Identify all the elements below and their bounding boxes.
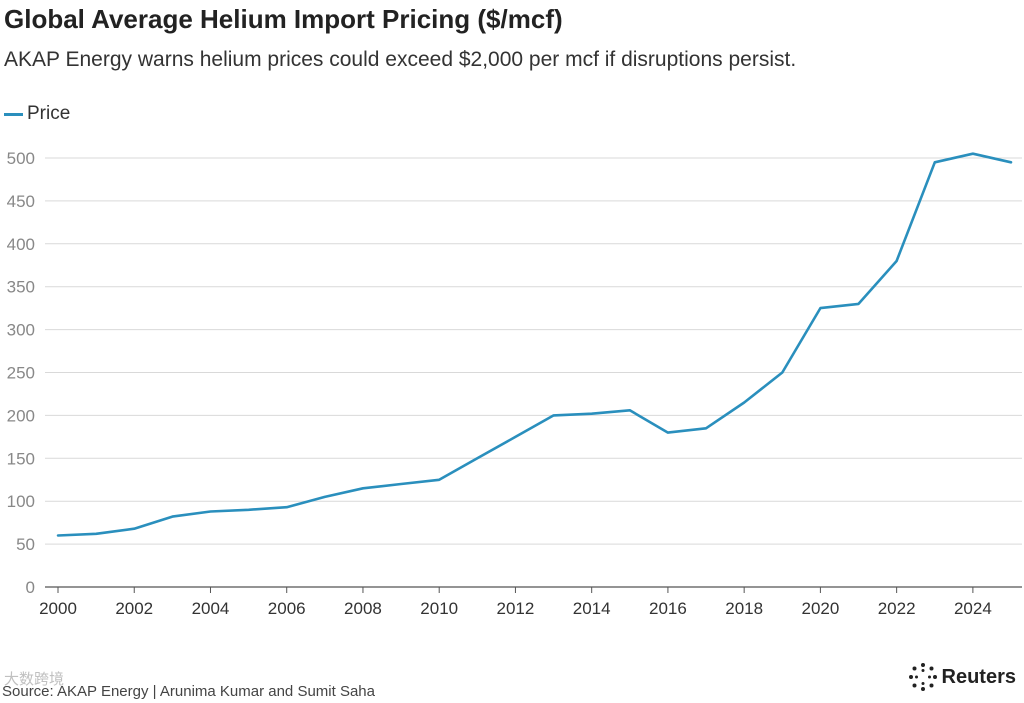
data-point-2009 [399, 482, 403, 486]
series-layer [56, 152, 1013, 538]
y-tick-label-500: 500 [7, 149, 35, 168]
x-tick-label-2018: 2018 [725, 599, 763, 618]
chart-subtitle: AKAP Energy warns helium prices could ex… [4, 48, 797, 71]
y-tick-label-50: 50 [16, 535, 35, 554]
brand-name: Reuters [941, 665, 1016, 688]
data-point-2017 [704, 426, 708, 430]
grid-layer [45, 157, 1022, 545]
y-tick-label-300: 300 [7, 321, 35, 340]
y-tick-label-350: 350 [7, 278, 35, 297]
x-tick-label-2010: 2010 [420, 599, 458, 618]
x-tick-label-2014: 2014 [573, 599, 611, 618]
data-point-2013 [552, 413, 556, 417]
reuters-logo-icon [908, 663, 937, 691]
data-point-2018 [742, 401, 746, 405]
source-credit: Source: AKAP Energy | Arunima Kumar and … [2, 683, 375, 700]
data-point-2010 [437, 478, 441, 482]
data-point-2020 [818, 306, 822, 310]
legend-label-price: Price [27, 103, 71, 124]
chart-title: Global Average Helium Import Pricing ($/… [4, 4, 563, 34]
axis-layer: 0 50 100 150 200 250 300 350 400 450 500 2000 2002 20… [7, 149, 1022, 618]
legend-swatch-price [4, 112, 23, 116]
data-point-2011 [475, 456, 479, 460]
legend: Price [4, 103, 70, 125]
data-point-2025 [1009, 160, 1013, 164]
x-tick-label-2024: 2024 [954, 599, 992, 618]
data-point-2016 [666, 431, 670, 435]
data-point-2000 [56, 534, 60, 538]
data-point-2005 [247, 508, 251, 512]
y-tick-label-100: 100 [7, 492, 35, 511]
data-point-2015 [628, 408, 632, 412]
data-point-2003 [170, 515, 174, 519]
data-point-2007 [323, 495, 327, 499]
brand-logo: Reuters [908, 662, 1016, 692]
x-tick-label-2022: 2022 [878, 599, 916, 618]
y-tick-label-200: 200 [7, 406, 35, 425]
x-tick-label-2006: 2006 [268, 599, 306, 618]
data-point-2012 [513, 435, 517, 439]
data-point-2008 [361, 486, 365, 490]
series-line-price [56, 152, 1013, 537]
data-point-2006 [285, 505, 289, 509]
x-tick-label-2008: 2008 [344, 599, 382, 618]
watermark: 大数跨境 [4, 671, 65, 688]
data-point-2004 [209, 510, 213, 514]
x-tick-label-2016: 2016 [649, 599, 687, 618]
data-point-2014 [590, 412, 594, 416]
data-point-2024 [971, 152, 975, 156]
data-point-2019 [780, 371, 784, 375]
x-tick-label-2012: 2012 [497, 599, 535, 618]
x-tick-label-2004: 2004 [192, 599, 230, 618]
data-point-2023 [933, 160, 937, 164]
y-tick-label-150: 150 [7, 449, 35, 468]
y-tick-label-0: 0 [26, 578, 35, 597]
data-point-2022 [895, 259, 899, 263]
data-point-2021 [857, 302, 861, 306]
y-tick-label-400: 400 [7, 235, 35, 254]
data-point-2002 [132, 527, 136, 531]
x-tick-label-2000: 2000 [39, 599, 77, 618]
y-tick-label-250: 250 [7, 364, 35, 383]
y-tick-label-450: 450 [7, 192, 35, 211]
data-point-2001 [94, 532, 98, 536]
x-tick-label-2020: 2020 [801, 599, 839, 618]
x-tick-label-2002: 2002 [115, 599, 153, 618]
